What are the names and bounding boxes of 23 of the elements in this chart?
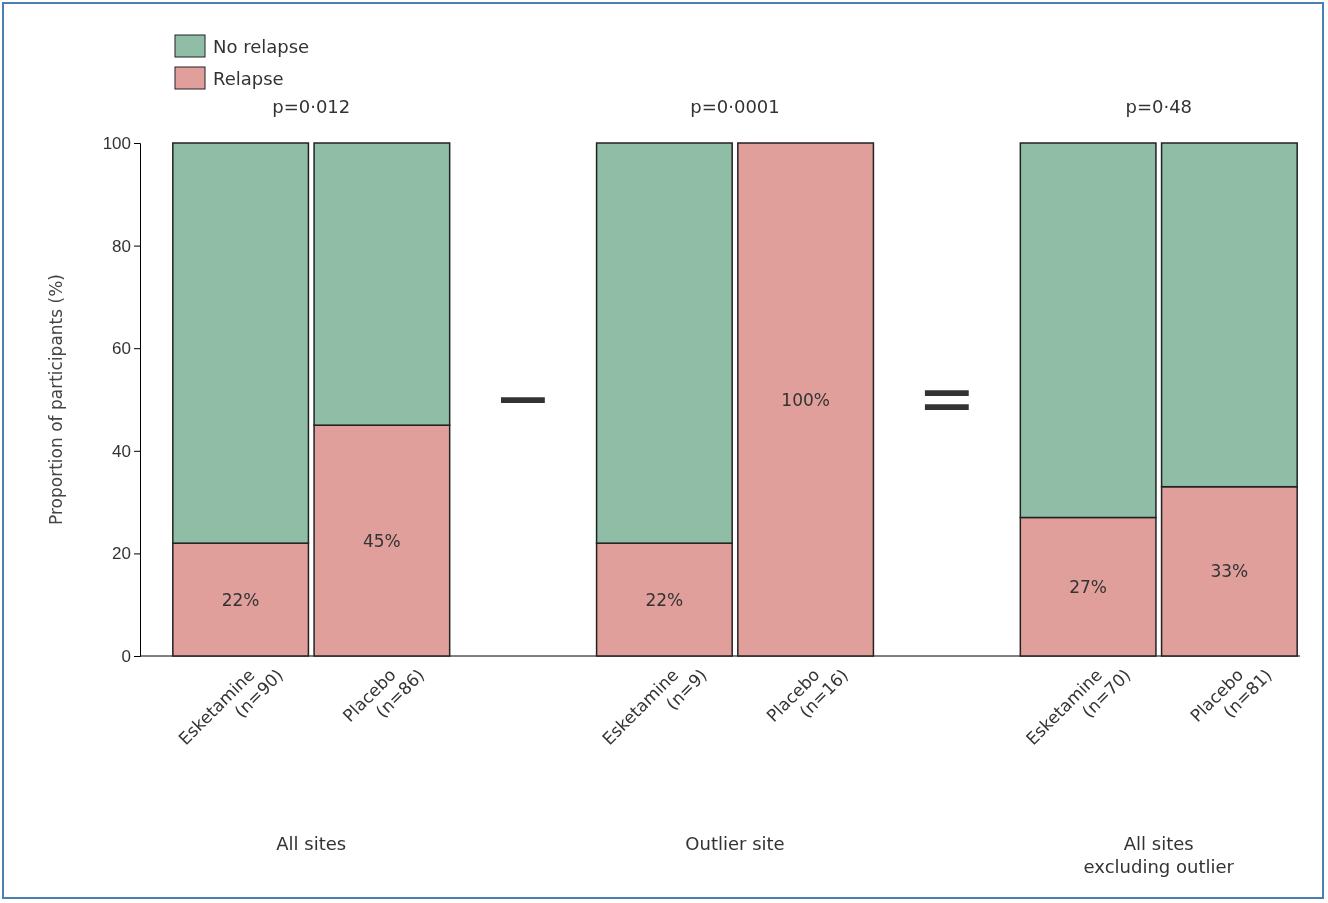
y-tick-label: 60 — [112, 339, 131, 359]
data-label: 100% — [781, 389, 830, 410]
y-tick-label: 80 — [112, 236, 131, 256]
text: All sites — [276, 833, 347, 854]
y-tick-label: 40 — [112, 441, 131, 461]
legend-label: Relapse — [213, 68, 284, 89]
annotation: = — [917, 356, 977, 439]
data-label: 22% — [221, 589, 260, 610]
y-tick-label: 100 — [102, 133, 131, 153]
text: p=0·48 — [1125, 96, 1193, 117]
y-tick-label: 20 — [112, 544, 131, 564]
data-label: 22% — [645, 589, 684, 610]
data-label: 27% — [1069, 576, 1108, 597]
data-label: 33% — [1210, 561, 1249, 582]
y-axis-title: Proportion of participants (%) — [46, 274, 66, 525]
legend-label: No relapse — [213, 36, 310, 57]
text: p=0·0001 — [690, 96, 780, 117]
text: p=0·012 — [272, 96, 351, 117]
y-tick-label: 0 — [121, 646, 131, 666]
text: All sites excluding outlier — [1083, 833, 1235, 878]
annotation: − — [493, 356, 553, 439]
text: Outlier site — [685, 833, 785, 854]
data-label: 45% — [362, 530, 401, 551]
